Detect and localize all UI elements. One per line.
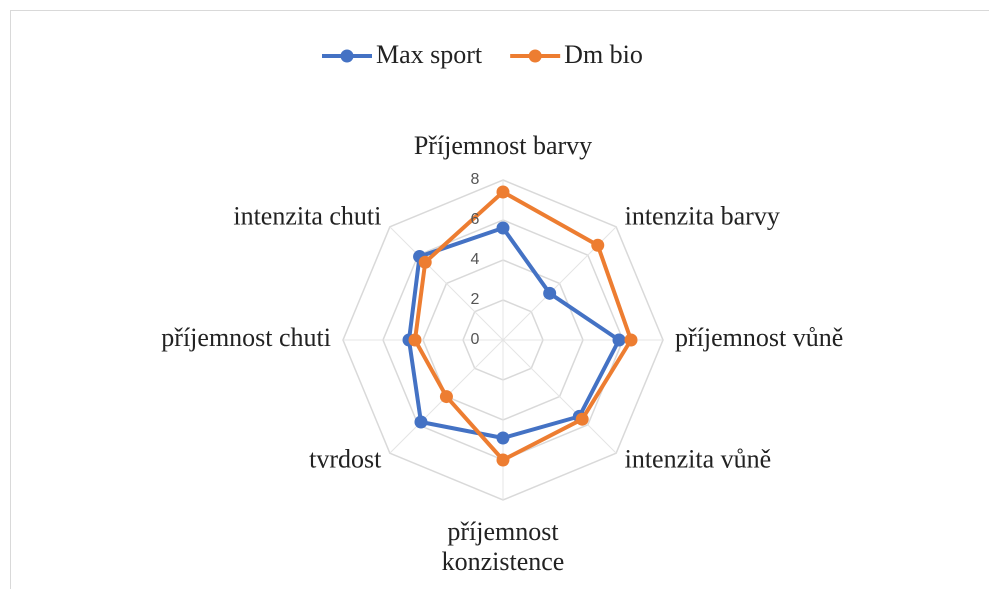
- series-line: [407, 226, 621, 440]
- data-point: [496, 453, 510, 467]
- tick-label: 8: [471, 171, 480, 188]
- legend-label: Dm bio: [564, 40, 643, 69]
- data-point: [575, 412, 589, 426]
- category-label: intenzita chuti: [233, 201, 381, 230]
- data-point: [496, 185, 510, 199]
- spoke: [389, 226, 504, 341]
- data-point: [543, 286, 557, 300]
- data-point: [612, 333, 626, 347]
- data-point: [496, 221, 510, 235]
- legend: Max sport Dm bio: [322, 40, 643, 69]
- category-label: příjemnost vůně: [675, 323, 843, 352]
- tick-label: 4: [471, 251, 480, 268]
- data-point: [591, 238, 605, 252]
- tick-label: 6: [471, 211, 480, 228]
- data-point: [439, 390, 453, 404]
- data-point: [408, 333, 422, 347]
- tick-label: 2: [471, 291, 480, 308]
- legend-marker: [340, 49, 354, 63]
- data-point: [414, 415, 428, 429]
- category-label: intenzita barvy: [625, 201, 780, 230]
- data-point: [624, 333, 638, 347]
- spoke: [502, 339, 617, 454]
- category-label: příjemnost chuti: [161, 323, 331, 352]
- category-label: příjemnost konzistence: [442, 517, 565, 576]
- category-label: Příjemnost barvy: [414, 131, 592, 160]
- tick-label: 0: [471, 331, 480, 348]
- legend-label: Max sport: [376, 40, 483, 69]
- data-point: [418, 255, 432, 269]
- data-point: [496, 431, 510, 445]
- chart-frame: [10, 10, 989, 589]
- category-label: intenzita vůně: [625, 445, 772, 474]
- category-label: tvrdost: [309, 445, 382, 474]
- legend-marker: [528, 49, 542, 63]
